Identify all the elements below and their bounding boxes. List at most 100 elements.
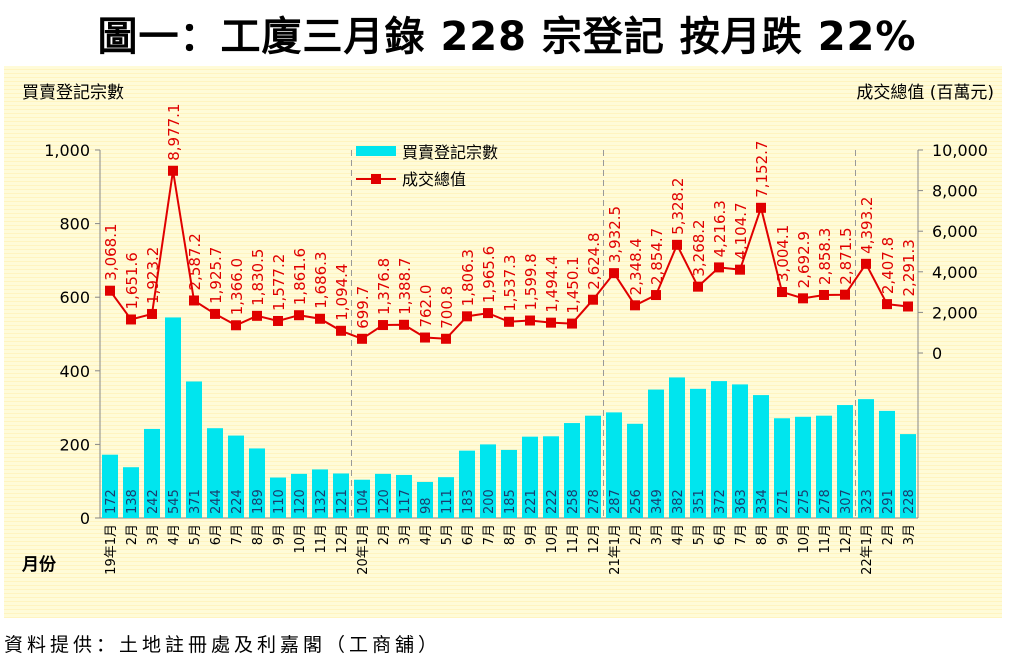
line-value-label: 1,494.4 <box>543 255 561 312</box>
bar <box>816 415 832 518</box>
x-tick-label: 6月 <box>713 524 728 545</box>
bar <box>900 434 916 518</box>
x-tick-label: 2月 <box>377 524 392 545</box>
line-value-label: 2,692.9 <box>795 231 813 288</box>
x-tick-label: 10月 <box>797 524 812 554</box>
bar <box>312 469 328 518</box>
bar <box>564 423 580 518</box>
line-marker <box>189 295 199 306</box>
x-tick-label: 6月 <box>209 524 224 545</box>
bar <box>648 389 664 518</box>
x-tick-label: 12月 <box>335 524 350 554</box>
bar-value-label: 121 <box>335 489 350 514</box>
line-value-label: 1,925.7 <box>207 247 225 304</box>
x-axis-label: 月份 <box>21 554 57 575</box>
left-tick-label: 1,000 <box>44 141 90 160</box>
line-value-label: 699.7 <box>354 286 372 329</box>
bar-value-label: 271 <box>776 489 791 514</box>
x-tick-label: 12月 <box>587 524 602 554</box>
x-tick-label: 12月 <box>839 524 854 554</box>
line-value-label: 1,651.6 <box>123 252 141 309</box>
line-marker <box>399 319 409 330</box>
line-value-label: 1,806.3 <box>459 249 477 306</box>
bar <box>879 410 895 518</box>
x-tick-label: 10月 <box>545 524 560 554</box>
bar-value-label: 242 <box>146 489 161 514</box>
bar-value-label: 104 <box>356 489 371 514</box>
line-value-label: 1,376.8 <box>375 258 393 315</box>
line-marker <box>756 202 766 213</box>
line-marker <box>168 165 178 176</box>
line-marker <box>588 294 598 305</box>
bar <box>396 474 412 518</box>
line-value-label: 2,407.8 <box>879 237 897 294</box>
bar-value-label: 189 <box>251 489 266 514</box>
line-marker <box>693 281 703 292</box>
x-tick-label: 9月 <box>524 524 539 545</box>
line-marker <box>483 308 493 319</box>
y-axis-label: 買賣登記宗數 <box>22 83 124 103</box>
x-tick-label: 5月 <box>188 524 203 545</box>
line-value-label: 2,871.5 <box>837 227 855 284</box>
bar-value-label: 363 <box>734 489 749 514</box>
bar <box>459 450 475 518</box>
line-marker <box>357 333 367 344</box>
right-tick-label: 6,000 <box>932 222 978 241</box>
line-marker <box>777 287 787 298</box>
bar-value-label: 98 <box>419 497 434 514</box>
bar <box>207 428 223 518</box>
left-tick-label: 400 <box>59 362 90 381</box>
line-marker <box>903 301 913 312</box>
line-value-label: 1,686.3 <box>312 252 330 309</box>
line-value-label: 1,830.5 <box>249 249 267 306</box>
line-marker <box>504 316 514 327</box>
line-value-label: 4,216.3 <box>711 200 729 257</box>
x-tick-label: 8月 <box>755 524 770 545</box>
bar-value-label: 200 <box>482 489 497 514</box>
bar <box>249 448 265 518</box>
x-tick-label: 11月 <box>566 524 581 554</box>
x-tick-label: 7月 <box>482 524 497 545</box>
bar-value-label: 110 <box>272 489 287 514</box>
bar-value-label: 278 <box>587 489 602 514</box>
bar <box>102 454 118 518</box>
left-tick-label: 800 <box>59 215 90 234</box>
bar <box>144 428 160 518</box>
legend-label: 成交總值 <box>402 170 466 189</box>
x-tick-label: 10月 <box>293 524 308 554</box>
y2-axis-label: 成交總值 (百萬元) <box>856 83 994 103</box>
bar <box>690 388 706 518</box>
right-tick-label: 10,000 <box>932 141 988 160</box>
line-value-label: 1,094.4 <box>333 264 351 321</box>
line-marker <box>378 320 388 331</box>
bar-value-label: 120 <box>293 489 308 514</box>
line-value-label: 1,577.2 <box>270 254 288 311</box>
bar <box>270 477 286 518</box>
bar-value-label: 371 <box>188 489 203 514</box>
bar <box>186 381 202 518</box>
line-value-label: 700.8 <box>438 286 456 329</box>
line-value-label: 1,388.7 <box>396 258 414 315</box>
line-marker <box>336 325 346 336</box>
line-value-label: 1,450.1 <box>564 256 582 313</box>
line-value-label: 1,861.6 <box>291 248 309 305</box>
x-tick-label: 11月 <box>314 524 329 554</box>
bar-value-label: 334 <box>755 489 770 514</box>
bar <box>627 423 643 518</box>
x-tick-label: 11月 <box>818 524 833 554</box>
line-marker <box>126 314 136 325</box>
line-value-label: 3,268.2 <box>690 219 708 276</box>
legend-label: 買賣登記宗數 <box>402 143 498 162</box>
bar <box>732 384 748 518</box>
x-tick-label: 8月 <box>503 524 518 545</box>
bar-value-label: 120 <box>377 489 392 514</box>
line-marker <box>231 320 241 331</box>
line-value-label: 5,328.2 <box>669 178 687 235</box>
bar <box>165 317 181 518</box>
line-value-label: 4,104.7 <box>732 202 750 259</box>
bar-value-label: 224 <box>230 489 245 514</box>
x-tick-label: 5月 <box>440 524 455 545</box>
line-marker <box>210 308 220 319</box>
x-tick-label: 4月 <box>419 524 434 545</box>
